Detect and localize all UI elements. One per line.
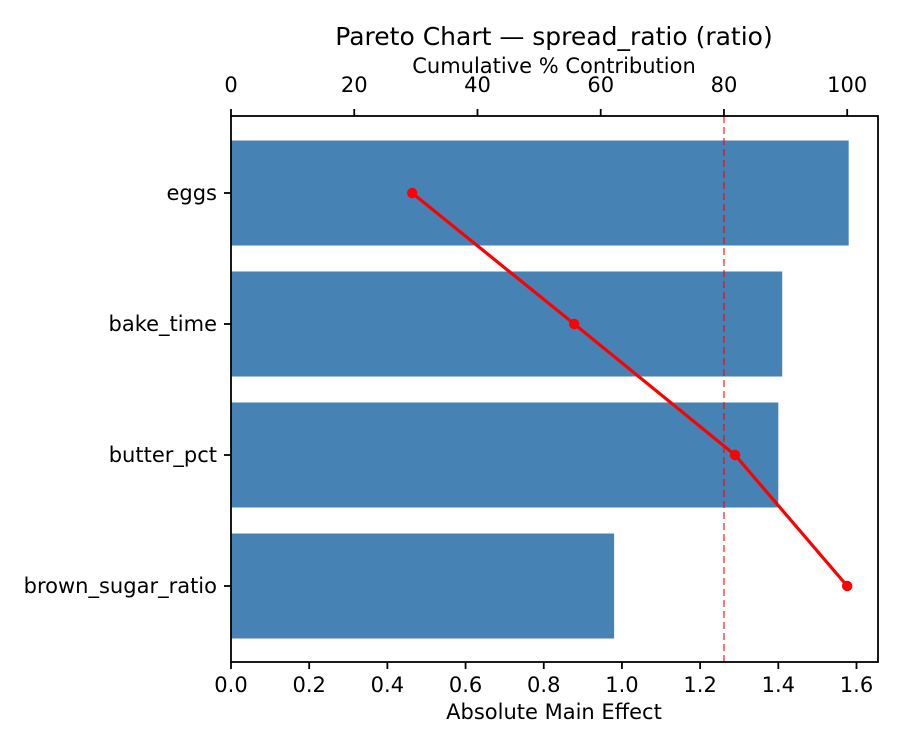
bottom-tick-label: 1.0 bbox=[605, 673, 638, 697]
cumulative-marker-butter_pct bbox=[729, 449, 741, 461]
y-tick-label-butter_pct: butter_pct bbox=[109, 443, 217, 468]
axes-frame bbox=[230, 115, 879, 663]
top-tick-label: 80 bbox=[711, 73, 738, 97]
top-tick-label: 0 bbox=[224, 73, 237, 97]
bottom-tick-label: 0.2 bbox=[292, 673, 325, 697]
top-tick-label: 20 bbox=[341, 73, 368, 97]
cumulative-marker-eggs bbox=[406, 187, 418, 199]
cumulative-line bbox=[410, 191, 849, 588]
cumulative-line-layer bbox=[406, 187, 853, 592]
y-tick-label-eggs: eggs bbox=[166, 181, 217, 205]
y-tick-label-bake_time: bake_time bbox=[109, 312, 217, 337]
top-tick-label: 60 bbox=[587, 73, 614, 97]
bottom-tick-label: 0.4 bbox=[371, 673, 404, 697]
bar-butter_pct bbox=[231, 402, 779, 508]
bars-layer bbox=[231, 140, 849, 639]
chart-title: Pareto Chart — spread_ratio (ratio) bbox=[335, 22, 772, 51]
bottom-tick-label: 0.0 bbox=[214, 673, 247, 697]
top-tick-label: 40 bbox=[464, 73, 491, 97]
axes-layer: 0 20 40 60 80 100 0.0 0.2 0.4 0.6 0.8 1.0 1.2 1.4 1.6 e… bbox=[24, 73, 879, 697]
bottom-tick-label: 1.6 bbox=[840, 673, 873, 697]
bottom-tick-label: 0.8 bbox=[527, 673, 560, 697]
bottom-axis-label: Absolute Main Effect bbox=[446, 700, 662, 724]
bottom-tick-label: 0.6 bbox=[449, 673, 482, 697]
bar-bake_time bbox=[231, 271, 783, 377]
y-tick-label-brown_sugar_ratio: brown_sugar_ratio bbox=[24, 574, 217, 599]
cumulative-marker-bake_time bbox=[569, 318, 580, 330]
cumulative-marker-brown_sugar_ratio bbox=[841, 580, 853, 592]
bottom-tick-label: 1.2 bbox=[683, 673, 716, 697]
bar-eggs bbox=[231, 140, 849, 246]
top-axis-label: Cumulative % Contribution bbox=[412, 54, 696, 78]
top-tick-label: 100 bbox=[827, 73, 867, 97]
bar-brown_sugar_ratio bbox=[231, 533, 615, 639]
bottom-tick-label: 1.4 bbox=[762, 673, 795, 697]
